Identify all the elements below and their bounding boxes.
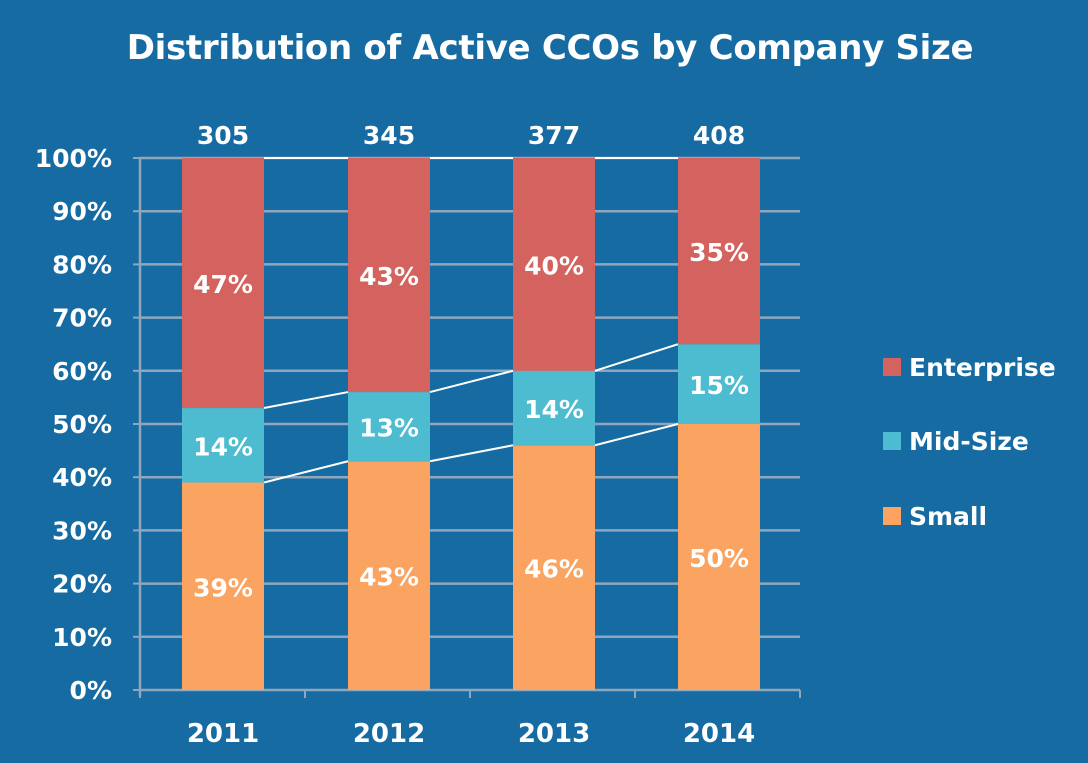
data-label: 14%	[193, 432, 253, 461]
legend-label: Enterprise	[909, 353, 1056, 382]
series-line	[429, 444, 514, 463]
y-tick-label: 60%	[52, 357, 112, 386]
bar-enterprise-2012	[348, 158, 430, 393]
total-label: 305	[197, 121, 249, 150]
bar-mid-size-2011	[182, 408, 264, 483]
series-line	[263, 460, 349, 484]
bar-small-2011	[182, 482, 264, 690]
series-line	[263, 391, 349, 410]
bar-mid-size-2014	[678, 344, 760, 424]
legend-label: Small	[909, 502, 987, 531]
total-label: 408	[693, 121, 745, 150]
data-label: 47%	[193, 270, 253, 299]
data-label: 39%	[193, 573, 253, 602]
data-label: 40%	[524, 251, 584, 280]
data-label: 50%	[689, 544, 749, 573]
y-tick-label: 70%	[52, 304, 112, 333]
x-tick-label: 2012	[353, 719, 425, 749]
legend-label: Mid-Size	[909, 427, 1029, 456]
y-tick-label: 80%	[52, 250, 112, 279]
data-label: 35%	[689, 238, 749, 267]
data-label: 43%	[359, 262, 419, 291]
y-tick-label: 100%	[35, 144, 112, 173]
bar-mid-size-2013	[513, 370, 595, 446]
series-line	[429, 369, 514, 394]
series-line	[594, 343, 679, 372]
chart-title: Distribution of Active CCOs by Company S…	[126, 28, 974, 68]
y-tick-label: 30%	[52, 516, 112, 545]
bar-enterprise-2014	[678, 158, 760, 345]
data-label: 13%	[359, 414, 419, 443]
x-tick-label: 2014	[683, 719, 755, 749]
total-label: 345	[363, 121, 415, 150]
bar-small-2014	[678, 424, 760, 690]
data-label: 46%	[524, 555, 584, 584]
legend-swatch-mid-size	[883, 432, 901, 450]
data-label: 43%	[359, 563, 419, 592]
legend-swatch-small	[883, 507, 901, 525]
y-tick-label: 90%	[52, 197, 112, 226]
bar-enterprise-2011	[182, 158, 264, 409]
bar-mid-size-2012	[348, 392, 430, 462]
legend-swatch-enterprise	[883, 358, 901, 376]
y-tick-label: 10%	[52, 623, 112, 652]
bar-enterprise-2013	[513, 158, 595, 371]
y-tick-label: 20%	[52, 570, 112, 599]
y-tick-label: 50%	[52, 410, 112, 439]
data-label: 14%	[524, 395, 584, 424]
y-tick-label: 40%	[52, 463, 112, 492]
bar-small-2012	[348, 461, 430, 690]
series-line	[594, 423, 679, 447]
x-tick-label: 2011	[187, 719, 259, 749]
bar-small-2013	[513, 445, 595, 690]
x-tick-label: 2013	[518, 719, 590, 749]
total-label: 377	[528, 121, 580, 150]
data-label: 15%	[689, 371, 749, 400]
y-tick-label: 0%	[70, 676, 112, 705]
